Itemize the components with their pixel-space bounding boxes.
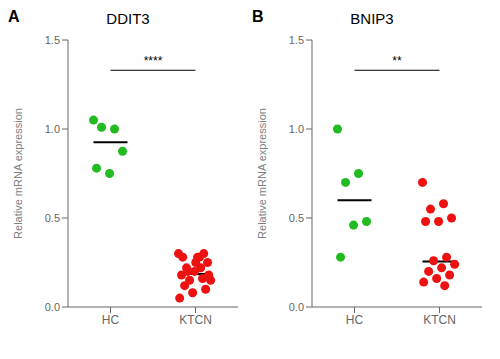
svg-text:0.5: 0.5 — [45, 212, 60, 224]
html-text:B: B — [252, 8, 264, 25]
html-text:DDIT3: DDIT3 — [106, 10, 150, 27]
svg-text:1.5: 1.5 — [289, 34, 304, 46]
svg-text:Relative mRNA expression: Relative mRNA expression — [256, 108, 268, 239]
svg-text:0.5: 0.5 — [289, 212, 304, 224]
svg-text:0.0: 0.0 — [289, 301, 304, 313]
svg-text:HC: HC — [346, 313, 364, 327]
svg-text:Relative mRNA expression: Relative mRNA expression — [12, 108, 24, 239]
html-text:A: A — [8, 8, 20, 25]
svg-text:**: ** — [392, 54, 402, 68]
svg-text:1.0: 1.0 — [45, 123, 60, 135]
svg-text:0.0: 0.0 — [45, 301, 60, 313]
html-text:BNIP3: BNIP3 — [350, 10, 394, 27]
svg-text:****: **** — [144, 54, 163, 68]
svg-text:KTCN: KTCN — [423, 313, 456, 327]
svg-text:1.0: 1.0 — [289, 123, 304, 135]
svg-text:KTCN: KTCN — [179, 313, 212, 327]
svg-text:1.5: 1.5 — [45, 34, 60, 46]
svg-text:HC: HC — [102, 313, 120, 327]
